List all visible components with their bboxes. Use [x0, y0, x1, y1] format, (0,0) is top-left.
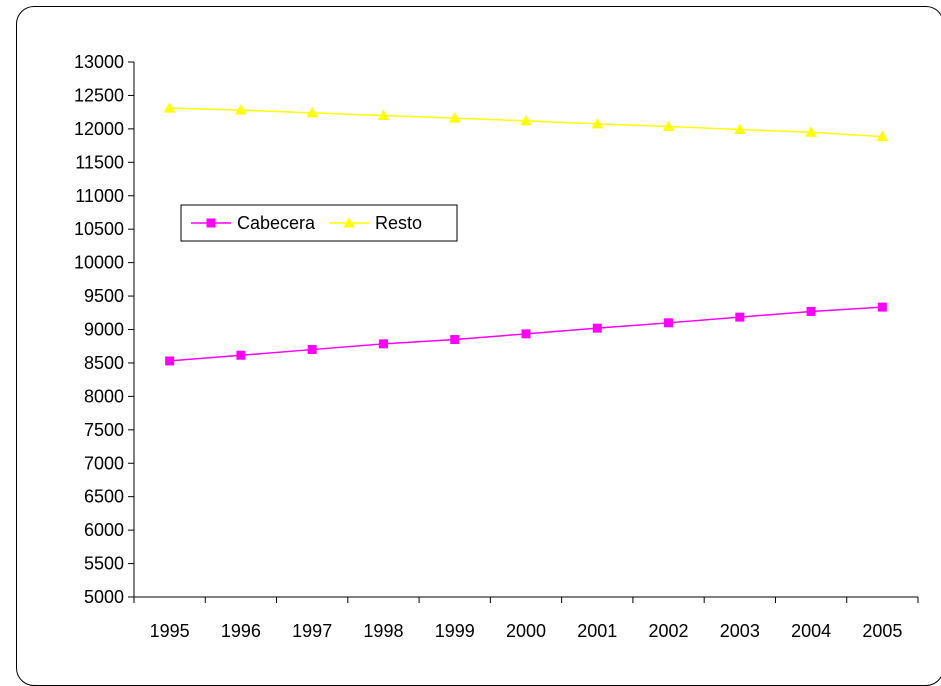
- data-point: [307, 345, 317, 355]
- x-tick-label: 2004: [791, 621, 831, 641]
- data-point: [378, 339, 388, 349]
- data-point: [876, 130, 889, 142]
- y-tick-label: 13000: [74, 52, 124, 72]
- data-point: [662, 120, 675, 132]
- data-point: [377, 109, 390, 120]
- legend-swatch-marker: [343, 216, 355, 228]
- legend-label: Cabecera: [237, 213, 316, 233]
- x-tick-label: 2003: [720, 621, 760, 641]
- y-tick-label: 12000: [74, 119, 124, 139]
- y-tick-label: 5500: [84, 554, 124, 574]
- data-point: [235, 104, 247, 115]
- y-tick-label: 6500: [84, 487, 124, 507]
- y-tick-label: 9500: [84, 286, 124, 306]
- x-tick-label: 2002: [649, 621, 689, 641]
- y-tick-label: 8500: [84, 353, 124, 373]
- x-tick-label: 1997: [292, 621, 332, 641]
- series-resto: [163, 102, 889, 142]
- x-tick-label: 2005: [862, 621, 902, 641]
- data-point: [450, 335, 460, 345]
- y-tick-label: 7500: [84, 420, 124, 440]
- data-point: [733, 123, 746, 135]
- data-point: [163, 102, 176, 113]
- data-point: [592, 323, 602, 333]
- data-point: [165, 356, 175, 366]
- y-tick-label: 8000: [84, 386, 124, 406]
- data-point: [877, 302, 887, 312]
- x-tick-label: 1998: [363, 621, 403, 641]
- legend-swatch-marker: [206, 218, 216, 228]
- data-point: [735, 312, 745, 322]
- series-cabecera: [165, 302, 887, 366]
- y-tick-label: 6000: [84, 520, 124, 540]
- data-point: [236, 350, 246, 360]
- data-point: [521, 329, 531, 339]
- legend-label: Resto: [375, 213, 422, 233]
- x-tick-label: 1995: [150, 621, 190, 641]
- data-point: [591, 117, 604, 129]
- legend-item-resto: Resto: [329, 213, 422, 233]
- y-tick-label: 9000: [84, 320, 124, 340]
- data-point: [805, 126, 817, 137]
- y-tick-label: 11500: [75, 152, 124, 172]
- y-tick-label: 5000: [84, 587, 124, 607]
- x-tick-label: 1996: [221, 621, 261, 641]
- y-tick-label: 7000: [84, 453, 124, 473]
- y-tick-label: 10000: [74, 253, 124, 273]
- series-layer: [163, 102, 889, 366]
- legend: Cabecera Resto: [180, 204, 458, 242]
- x-tick-label: 2001: [577, 621, 617, 641]
- data-point: [306, 106, 319, 118]
- data-point: [520, 114, 532, 126]
- y-tick-label: 10500: [74, 219, 124, 239]
- y-axis-ticks: 5000 5500 6000 6500 7000 7500 8000 8500 9000 9500…: [74, 52, 134, 607]
- data-point: [664, 318, 674, 328]
- x-tick-label: 1999: [435, 621, 475, 641]
- data-point: [806, 306, 816, 316]
- x-tick-label: 2000: [506, 621, 546, 641]
- y-tick-label: 12500: [74, 85, 124, 105]
- legend-item-cabecera: Cabecera: [191, 213, 316, 233]
- x-axis-ticks: 1995 1996 1997 1998 1999 2000 2001 2002 2003 2004…: [133, 597, 919, 641]
- data-point: [448, 112, 461, 123]
- y-tick-label: 11000: [75, 186, 124, 206]
